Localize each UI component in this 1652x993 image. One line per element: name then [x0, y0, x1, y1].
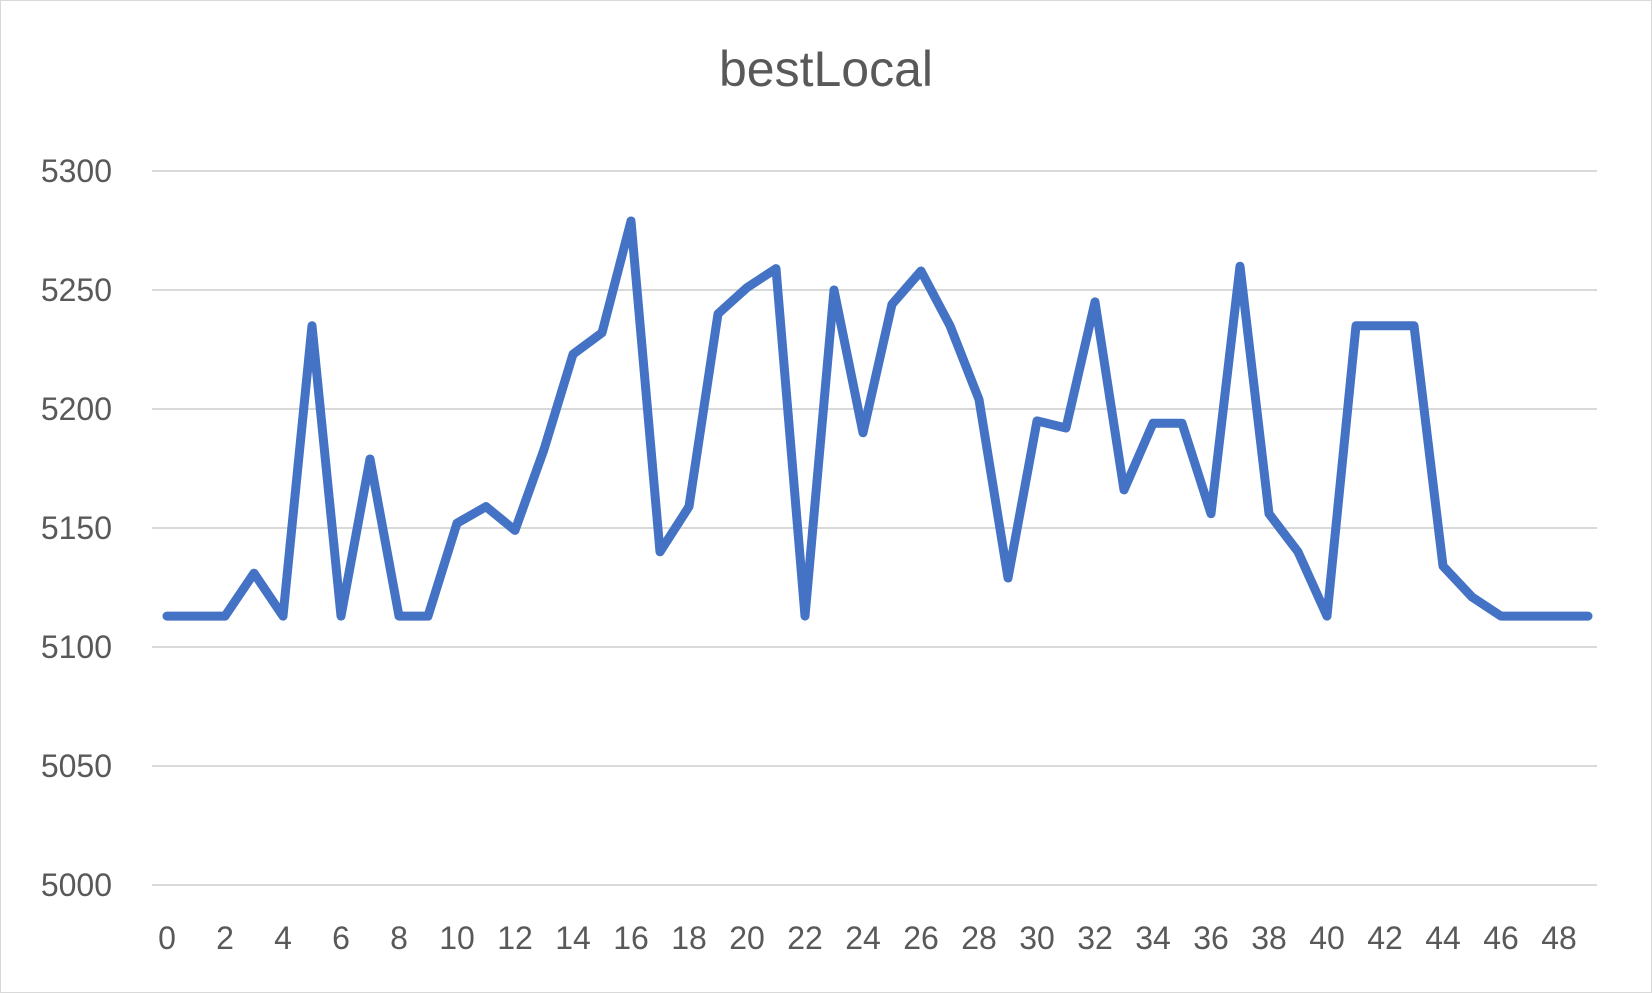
data-point — [456, 522, 458, 524]
x-tick-label: 20 — [729, 920, 765, 956]
data-point — [775, 268, 777, 270]
data-point — [659, 551, 661, 553]
x-tick-label: 42 — [1367, 920, 1403, 956]
x-tick-label: 30 — [1019, 920, 1055, 956]
data-point — [1036, 420, 1038, 422]
data-point — [485, 506, 487, 508]
x-tick-label: 12 — [497, 920, 533, 956]
y-tick-label: 5300 — [41, 153, 112, 189]
data-point — [1181, 422, 1183, 424]
data-point — [369, 458, 371, 460]
y-axis-tick-labels: 5000 5050 5100 5150 5200 5250 5300 — [41, 153, 112, 903]
y-tick-label: 5150 — [41, 510, 112, 546]
x-tick-label: 34 — [1135, 920, 1171, 956]
x-tick-label: 24 — [845, 920, 881, 956]
data-point — [543, 448, 545, 450]
y-tick-label: 5050 — [41, 748, 112, 784]
x-tick-label: 16 — [613, 920, 649, 956]
data-point — [224, 615, 226, 617]
data-point — [166, 615, 168, 617]
data-point — [1500, 615, 1502, 617]
gridlines — [152, 170, 1597, 886]
data-point — [891, 303, 893, 305]
data-point — [746, 287, 748, 289]
y-tick-label: 5100 — [41, 629, 112, 665]
data-point — [920, 270, 922, 272]
x-tick-label: 38 — [1251, 920, 1287, 956]
data-point — [1268, 513, 1270, 515]
data-point — [862, 432, 864, 434]
data-point — [514, 529, 516, 531]
x-tick-label: 6 — [332, 920, 350, 956]
data-point — [311, 325, 313, 327]
data-point — [688, 506, 690, 508]
data-point — [1094, 301, 1096, 303]
x-tick-label: 40 — [1309, 920, 1345, 956]
data-point — [1384, 325, 1386, 327]
data-point — [1413, 325, 1415, 327]
x-tick-label: 22 — [787, 920, 823, 956]
y-tick-label: 5250 — [41, 272, 112, 308]
data-point — [427, 615, 429, 617]
y-tick-label: 5200 — [41, 391, 112, 427]
data-point — [253, 572, 255, 574]
x-tick-label: 0 — [158, 920, 176, 956]
x-tick-label: 14 — [555, 920, 591, 956]
data-point — [1355, 325, 1357, 327]
data-point — [949, 325, 951, 327]
data-point — [1297, 551, 1299, 553]
series-line — [162, 216, 1593, 621]
data-point — [1326, 615, 1328, 617]
data-point — [601, 332, 603, 334]
data-point — [833, 289, 835, 291]
x-tick-label: 8 — [390, 920, 408, 956]
series-group — [162, 216, 1593, 621]
data-point — [978, 398, 980, 400]
data-point — [1529, 615, 1531, 617]
data-point — [340, 615, 342, 617]
data-point — [1558, 615, 1560, 617]
data-point — [1471, 596, 1473, 598]
data-point — [1210, 513, 1212, 515]
data-point — [630, 220, 632, 222]
x-axis-tick-labels: 0 2 4 6 8 10 12 14 16 18 20 22 24 26 28 30 32 34 36 38 40 42 4… — [158, 920, 1577, 956]
data-point — [1239, 265, 1241, 267]
x-tick-label: 48 — [1541, 920, 1577, 956]
data-point — [1007, 577, 1009, 579]
x-tick-label: 2 — [216, 920, 234, 956]
data-point — [195, 615, 197, 617]
data-point — [1123, 489, 1125, 491]
data-point — [572, 353, 574, 355]
chart-title: bestLocal — [718, 41, 934, 97]
x-tick-label: 26 — [903, 920, 939, 956]
data-point — [1587, 615, 1589, 617]
x-tick-label: 44 — [1425, 920, 1461, 956]
data-point — [1152, 422, 1154, 424]
data-point — [1442, 565, 1444, 567]
data-point — [282, 615, 284, 617]
x-tick-label: 10 — [439, 920, 475, 956]
data-point — [1065, 427, 1067, 429]
x-tick-label: 46 — [1483, 920, 1519, 956]
x-tick-label: 18 — [671, 920, 707, 956]
x-tick-label: 36 — [1193, 920, 1229, 956]
x-tick-label: 32 — [1077, 920, 1113, 956]
y-tick-label: 5000 — [41, 867, 112, 903]
data-point — [804, 615, 806, 617]
data-point — [717, 313, 719, 315]
x-tick-label: 28 — [961, 920, 997, 956]
data-point — [398, 615, 400, 617]
x-tick-label: 4 — [274, 920, 292, 956]
